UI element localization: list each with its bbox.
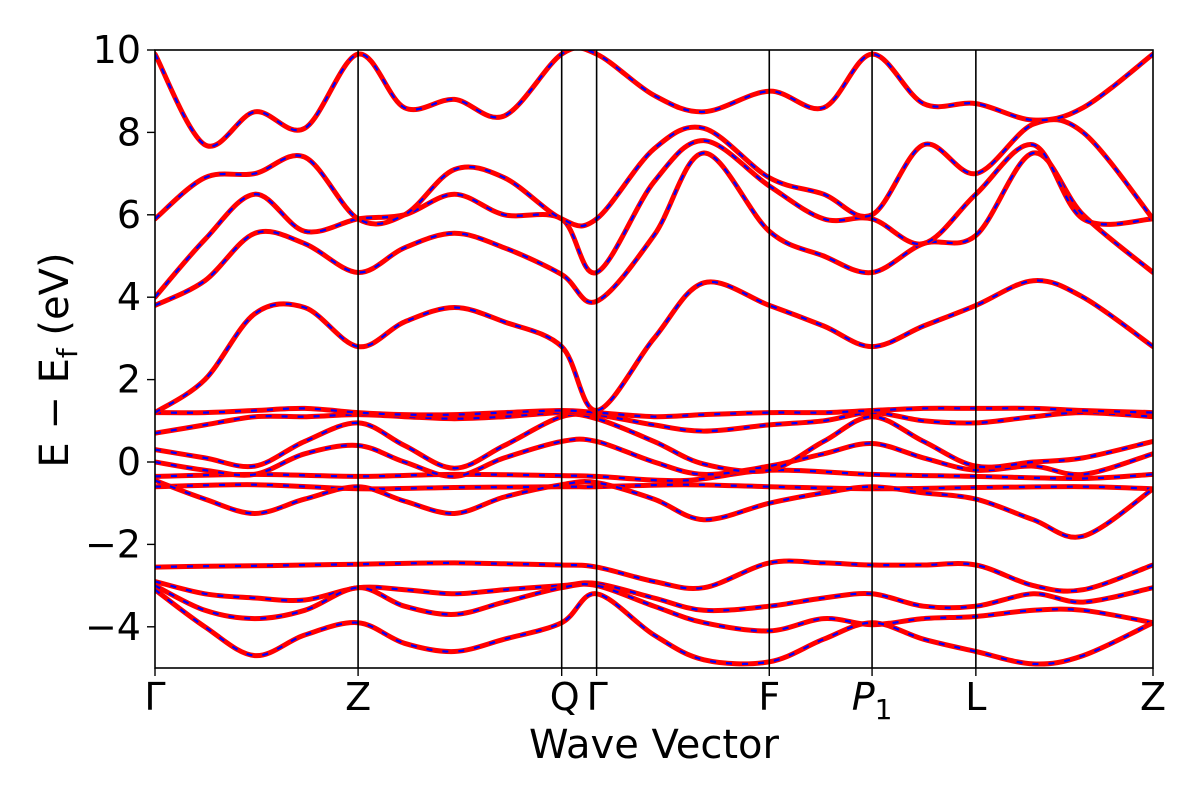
x-axis-label: Wave Vector bbox=[529, 722, 780, 768]
y-tick-label-2: 0 bbox=[117, 440, 141, 484]
band-line-11 bbox=[155, 278, 1153, 416]
band-line-2 bbox=[155, 581, 1153, 634]
band-line-dashed-11 bbox=[155, 279, 1153, 414]
band-line-15 bbox=[155, 50, 1153, 149]
x-tick-label-1: Z bbox=[345, 675, 371, 719]
y-tick-label-7: 10 bbox=[93, 28, 141, 72]
y-tick-label-5: 6 bbox=[117, 193, 141, 237]
band-lines bbox=[155, 50, 1153, 667]
band-line-dashed-12 bbox=[155, 151, 1153, 307]
y-tick-label-3: 2 bbox=[117, 358, 141, 402]
band-line-13 bbox=[155, 138, 1153, 300]
x-tick-label-4: F bbox=[758, 675, 780, 719]
band-line-8 bbox=[155, 411, 1153, 475]
band-line-dashed-3 bbox=[155, 588, 1153, 666]
x-axis-ticks: Γ Z Q Γ F P1 L Z bbox=[144, 668, 1166, 726]
y-axis-label-main: E − E bbox=[32, 358, 78, 468]
plot-frame bbox=[154, 49, 1154, 669]
band-line-dashed-1 bbox=[155, 580, 1153, 612]
high-symmetry-lines bbox=[357, 50, 977, 668]
y-axis-label-sub: f bbox=[51, 347, 84, 358]
x-tick-label-7: Z bbox=[1140, 675, 1166, 719]
y-tick-label-1: −2 bbox=[85, 522, 141, 566]
y-tick-label-0: −4 bbox=[85, 605, 141, 649]
x-tick-label-2: Q bbox=[550, 675, 580, 719]
x-tick-label-3: Γ bbox=[587, 675, 608, 719]
x-tick-label-0: Γ bbox=[144, 675, 165, 719]
y-tick-label-6: 8 bbox=[117, 110, 141, 154]
y-axis-ticks: −4 −2 0 2 4 6 8 10 bbox=[85, 28, 155, 649]
band-line-14 bbox=[155, 117, 1153, 229]
x-tick-label-6: L bbox=[965, 675, 986, 719]
y-axis-label-unit: (eV) bbox=[32, 252, 78, 348]
y-axis-label: E − Ef (eV) bbox=[32, 252, 84, 467]
band-line-dashed-14 bbox=[155, 118, 1153, 227]
x-tick-label-5: P1 bbox=[852, 675, 893, 726]
y-tick-label-4: 4 bbox=[117, 275, 141, 319]
band-line-6 bbox=[155, 467, 1153, 484]
band-line-7 bbox=[155, 436, 1153, 479]
